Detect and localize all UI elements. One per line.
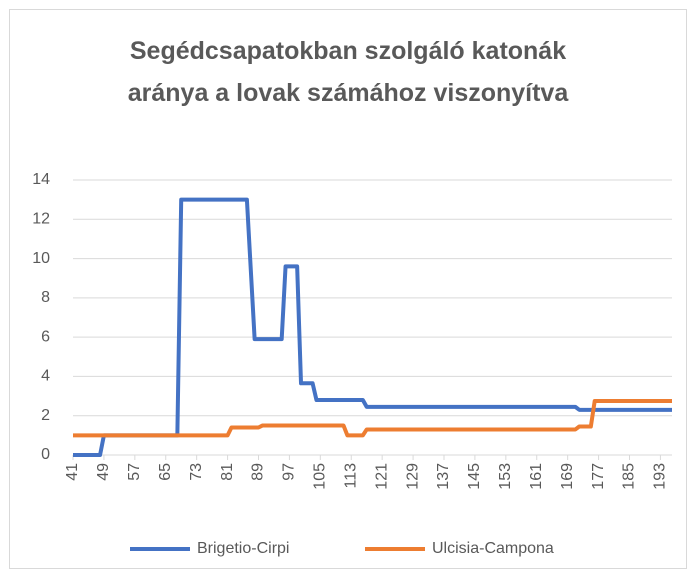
x-tick-label: 161: [528, 463, 545, 490]
x-tick-label: 121: [373, 463, 390, 490]
data-line: [73, 398, 672, 438]
y-tick-label: 2: [41, 407, 50, 424]
x-tick-label: 145: [466, 463, 483, 490]
legend-label: Ulcisia-Campona: [432, 540, 554, 557]
x-tick-label: 137: [435, 463, 452, 490]
x-tick-label: 97: [281, 463, 298, 481]
data-line: [73, 197, 672, 457]
x-tick-label: 65: [157, 463, 174, 481]
y-tick-label: 14: [32, 171, 50, 188]
x-tick-label: 57: [126, 463, 143, 481]
x-tick-label: 41: [64, 463, 81, 481]
x-tick-label: 73: [188, 463, 205, 481]
x-tick-label: 153: [497, 463, 514, 490]
x-tick-label: 105: [312, 463, 329, 490]
y-tick-label: 10: [32, 250, 50, 267]
x-tick-label: 89: [250, 463, 267, 481]
x-tick-label: 113: [342, 463, 359, 489]
x-tick-label: 177: [590, 463, 607, 490]
x-tick-label: 129: [404, 463, 421, 490]
x-tick-label: 185: [621, 463, 638, 490]
y-tick-label: 6: [41, 328, 50, 345]
y-tick-label: 8: [41, 289, 50, 306]
x-tick-label: 49: [95, 463, 112, 481]
x-tick-label: 169: [559, 463, 576, 490]
y-tick-label: 0: [41, 446, 50, 463]
legend-label: Brigetio-Cirpi: [197, 540, 289, 557]
x-tick-label: 193: [652, 463, 669, 490]
x-tick-label: 81: [219, 463, 236, 481]
chart-border: [9, 9, 687, 569]
chart-title: Segédcsapatokban szolgáló katonák aránya…: [127, 37, 569, 107]
y-tick-label: 4: [41, 368, 50, 385]
y-tick-label: 12: [32, 211, 50, 228]
